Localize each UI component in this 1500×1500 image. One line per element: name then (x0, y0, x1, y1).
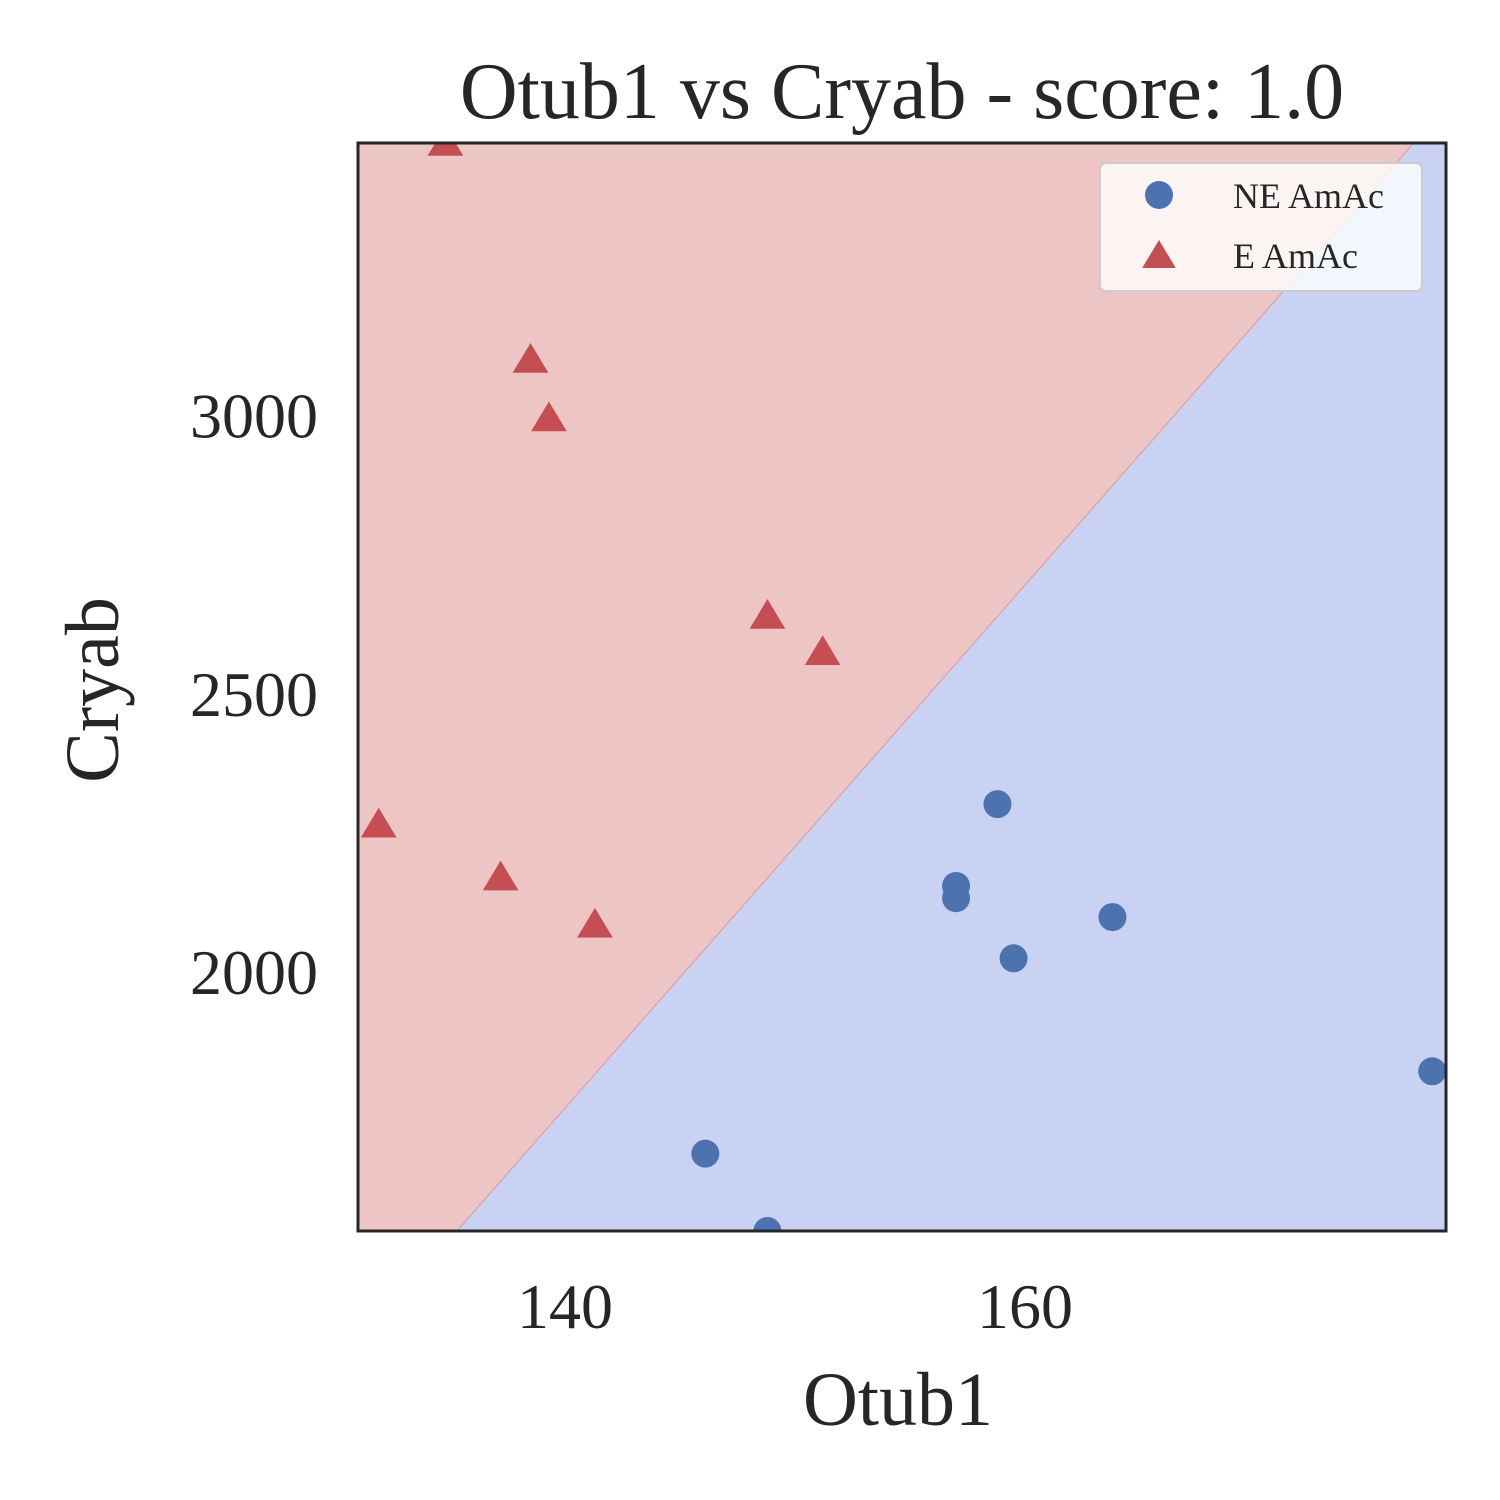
y-axis-ticks: 2000 2500 3000 (190, 381, 318, 1009)
legend-marker-ne-amac (1145, 181, 1173, 209)
x-tick-label: 140 (517, 1271, 613, 1342)
x-axis-ticks: 140 160 (517, 1271, 1073, 1342)
data-points (360, 143, 1446, 1231)
data-point-e-amac (531, 401, 567, 432)
data-point-e-amac (512, 343, 549, 373)
data-point-ne-amac (1098, 903, 1127, 932)
region-e-amac (358, 143, 1414, 1231)
data-point-e-amac (482, 860, 519, 891)
plot-frame (356, 141, 1448, 1233)
y-tick-label: 2000 (190, 937, 318, 1008)
data-point-e-amac (577, 907, 613, 938)
x-axis-label: Otub1 (803, 1358, 993, 1442)
data-point-e-amac (804, 635, 841, 665)
data-point-ne-amac (753, 1217, 782, 1231)
data-point-ne-amac (691, 1139, 720, 1168)
y-tick-label: 3000 (190, 381, 318, 452)
data-point-e-amac (360, 807, 397, 838)
legend-marker-e-amac (1142, 240, 1176, 268)
y-tick-label: 2500 (190, 659, 318, 730)
decision-regions (358, 142, 1446, 1232)
chart-title: Otub1 vs Cryab - score: 1.0 (460, 48, 1344, 136)
data-point-ne-amac (999, 944, 1028, 973)
data-point-e-amac (427, 143, 464, 156)
data-point-ne-amac (983, 790, 1012, 819)
data-point-ne-amac (1418, 1057, 1446, 1086)
legend-box (1099, 162, 1423, 292)
data-point-e-amac (749, 599, 786, 629)
y-axis-label: Cryab (51, 597, 135, 783)
x-tick-label: 160 (977, 1271, 1073, 1342)
legend: NE AmAc E AmAc (1099, 162, 1423, 292)
data-point-ne-amac (942, 884, 971, 913)
legend-label-e-amac: E AmAc (1233, 236, 1358, 276)
decision-boundary-line (456, 142, 1415, 1232)
legend-label-ne-amac: NE AmAc (1233, 176, 1384, 216)
